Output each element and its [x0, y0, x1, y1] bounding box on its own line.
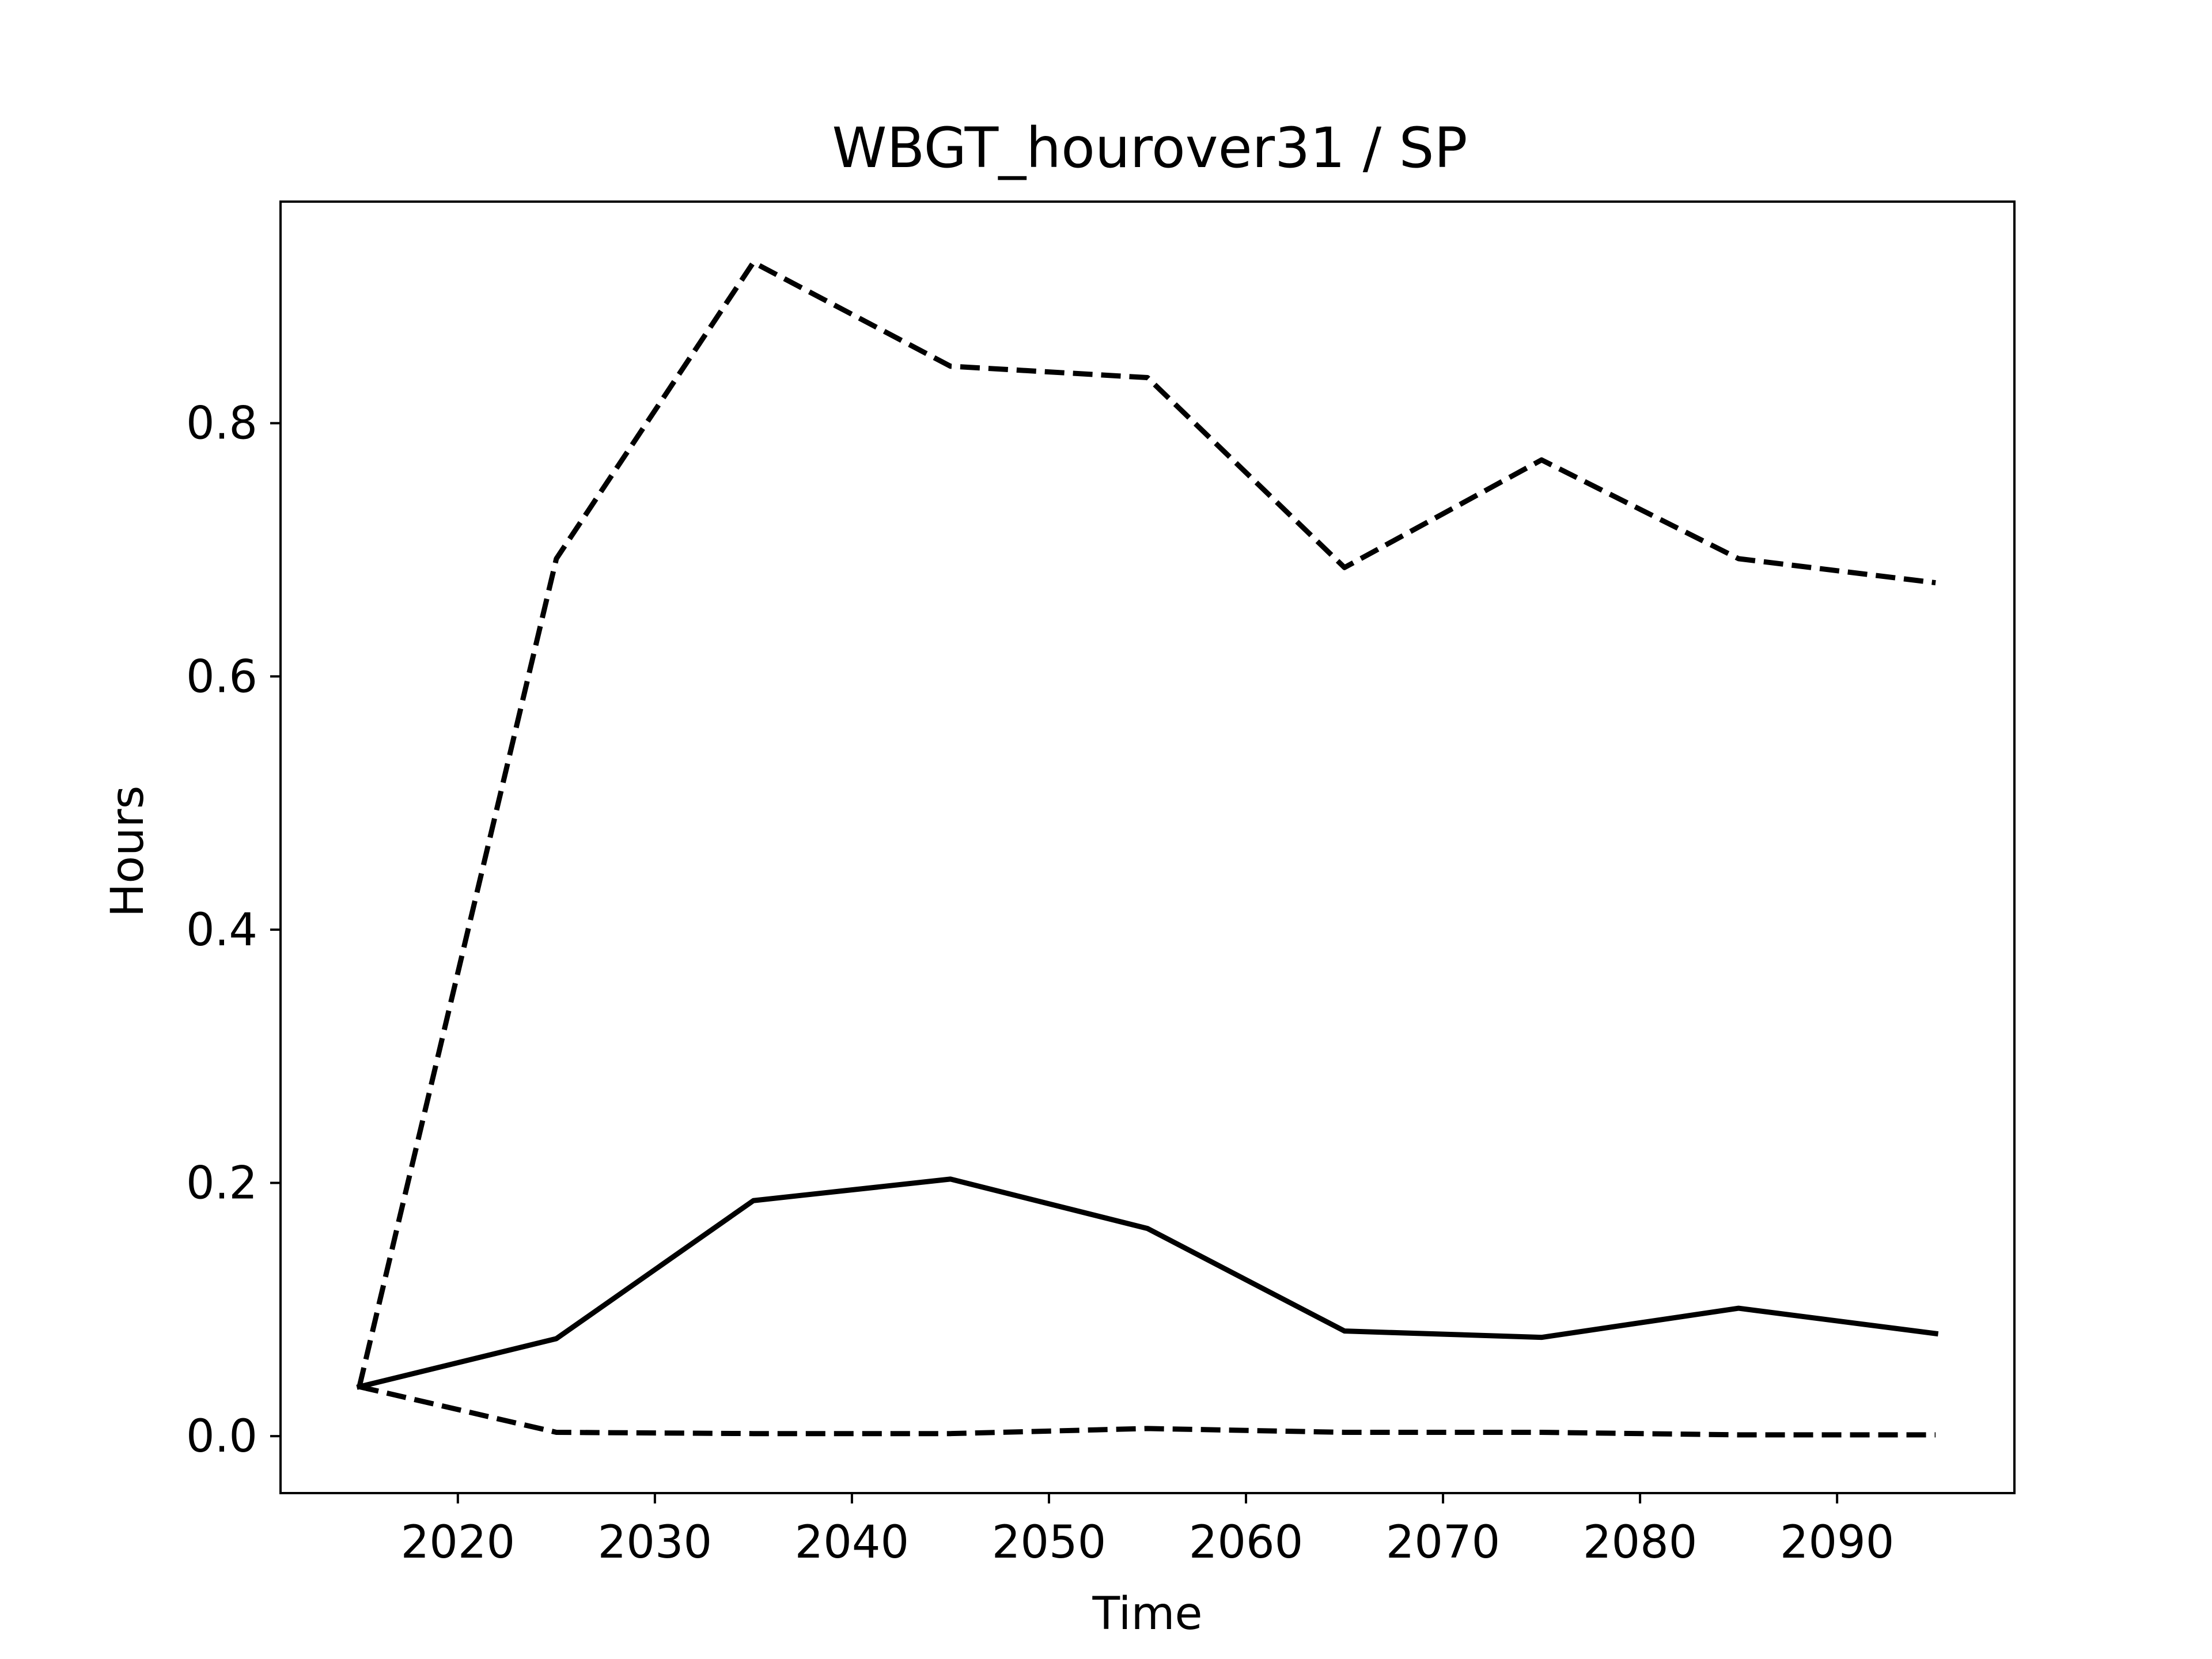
y-tick-label: 0.4	[186, 904, 257, 956]
x-tick-label: 2040	[795, 1517, 910, 1569]
axes-layer: 2020 2030 2040 2050 2060 2070 2080 2090 0.0 0.2 0.…	[186, 398, 1894, 1569]
y-tick-label: 0.6	[186, 651, 257, 703]
x-tick-label: 2090	[1780, 1517, 1895, 1569]
x-tick-label: 2050	[992, 1517, 1107, 1569]
y-tick-label: 0.2	[186, 1157, 257, 1209]
y-tick-label: 0.8	[186, 398, 257, 450]
chart-title: WBGT_hourover31 / SP	[832, 116, 1468, 180]
series-line-lower	[358, 1384, 1936, 1438]
series-line-upper	[357, 260, 1936, 1388]
series-line-mean	[356, 1176, 1939, 1390]
y-axis-label: Hours	[102, 786, 154, 918]
plot-frame	[279, 200, 2016, 1494]
plot-area	[356, 260, 1939, 1438]
x-tick-label: 2060	[1189, 1517, 1304, 1569]
x-tick-label: 2020	[401, 1517, 516, 1569]
x-axis-label: Time	[1092, 1588, 1203, 1640]
x-tick-label: 2070	[1386, 1517, 1501, 1569]
x-tick-label: 2080	[1583, 1517, 1698, 1569]
y-tick-label: 0.0	[186, 1411, 257, 1463]
x-tick-label: 2030	[598, 1517, 713, 1569]
